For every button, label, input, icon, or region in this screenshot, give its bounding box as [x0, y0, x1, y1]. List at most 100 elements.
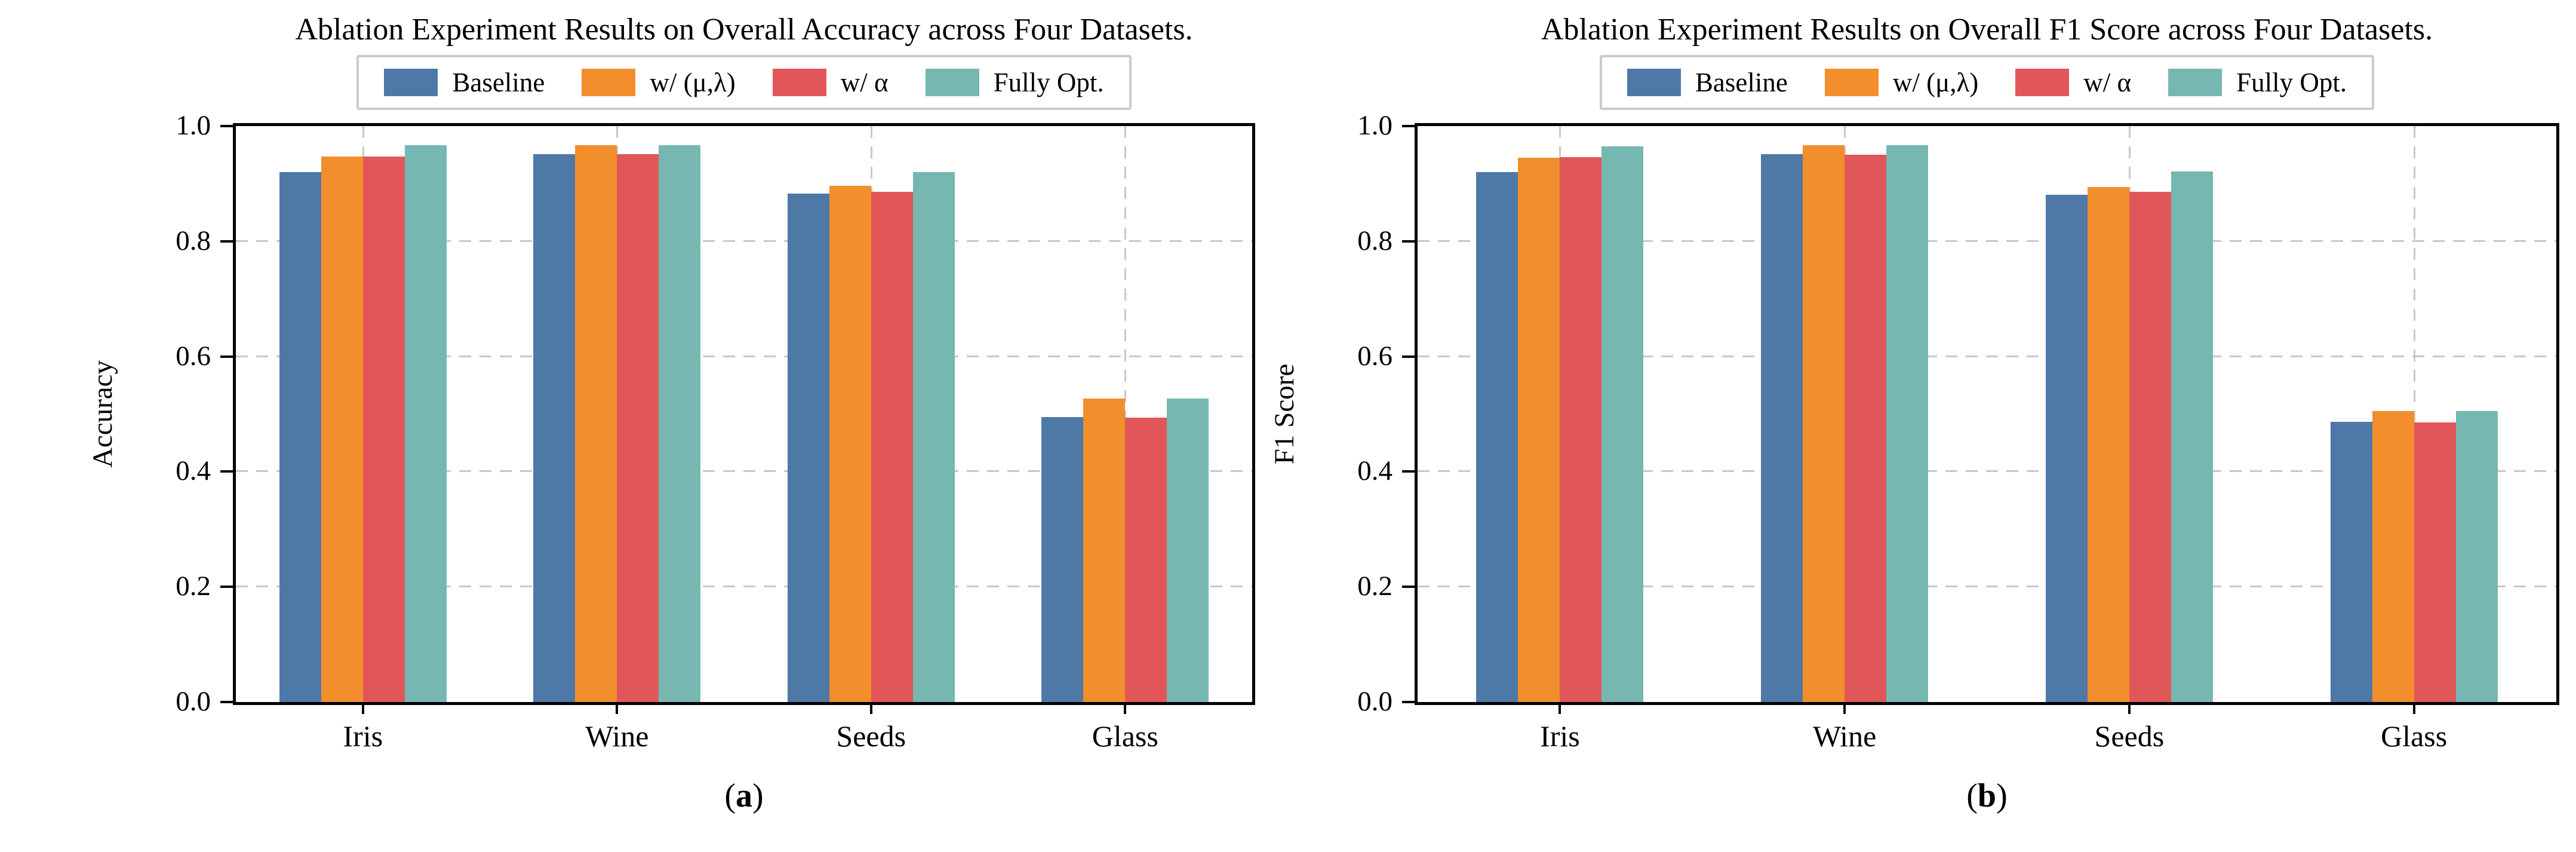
y-tick-label: 0.0	[176, 686, 211, 717]
bar-w/ α	[1560, 157, 1602, 702]
gridline-horizontal	[236, 470, 1252, 473]
legend-item: w/ (μ,λ)	[582, 67, 736, 98]
legend-item: Baseline	[1627, 67, 1788, 98]
y-tick-label: 1.0	[176, 110, 211, 141]
bar-w/ α	[617, 154, 659, 702]
legend-item: Fully Opt.	[2168, 67, 2347, 98]
y-tick	[1402, 355, 1418, 358]
legend-label: Fully Opt.	[2236, 68, 2347, 97]
y-axis-label: Accuracy	[87, 360, 118, 468]
bar-Fully Opt.	[404, 145, 447, 702]
gridline-vertical	[2413, 126, 2415, 702]
caption-paren: (	[1966, 777, 1978, 814]
y-tick	[220, 355, 236, 358]
bar-group	[2045, 126, 2213, 702]
chart-title: Ablation Experiment Results on Overall F…	[1541, 13, 2433, 47]
legend-swatch	[925, 69, 979, 96]
bar-Fully Opt.	[2171, 171, 2213, 702]
legend-label: Baseline	[1695, 68, 1788, 97]
x-tick-label: Seeds	[2094, 719, 2165, 753]
y-tick-label: 0.4	[1357, 455, 1392, 487]
legend-item: Baseline	[384, 67, 545, 98]
legend: Baseline w/ (μ,λ) w/ α Fully Opt.	[356, 55, 1132, 110]
legend-item: Fully Opt.	[925, 67, 1104, 98]
bar-Baseline	[787, 193, 829, 702]
legend-item: w/ α	[2015, 67, 2131, 98]
bar-group	[1041, 126, 1209, 702]
gridline-horizontal	[1418, 240, 2556, 242]
x-tick	[869, 702, 872, 714]
legend-label: w/ α	[840, 68, 889, 97]
y-axis-label: F1 Score	[1269, 363, 1300, 465]
bar-w/ (μ,λ)	[1083, 398, 1126, 702]
plot-area: Accuracy 0.0 0.2 0.4 0.6 0.8 1.0 Iris Wine Seeds…	[87, 112, 1255, 752]
x-tick-label: Wine	[585, 719, 649, 753]
y-tick-label: 0.4	[176, 455, 211, 487]
x-tick	[1558, 702, 1561, 714]
gridline-horizontal	[236, 355, 1252, 357]
y-tick	[220, 586, 236, 589]
y-tick-label: 0.8	[1357, 225, 1392, 256]
gridline-horizontal	[1418, 355, 2556, 357]
bar-Baseline	[533, 154, 576, 702]
bar-group	[787, 126, 955, 702]
bar-group	[1761, 126, 1929, 702]
y-tick-label: 0.2	[1357, 571, 1392, 602]
plot-area: F1 Score 0.0 0.2 0.4 0.6 0.8 1.0 Iris Wine Seeds…	[1269, 112, 2559, 752]
legend-swatch	[582, 69, 636, 96]
bar-Fully Opt.	[1601, 146, 1644, 702]
x-tick-label: Glass	[2381, 719, 2448, 753]
x-tick-label: Seeds	[836, 719, 906, 753]
x-tick-label: Iris	[343, 719, 383, 753]
caption-letter: a	[736, 777, 752, 814]
gridline-horizontal	[236, 240, 1252, 242]
bar-group	[1476, 126, 1644, 702]
bar-w/ α	[1125, 417, 1167, 702]
legend-swatch	[2015, 69, 2070, 96]
legend-label: Fully Opt.	[993, 68, 1104, 97]
bar-w/ (μ,λ)	[2087, 187, 2129, 702]
bar-Fully Opt.	[1167, 398, 1209, 702]
gridline-horizontal	[1418, 586, 2556, 588]
legend-swatch	[384, 69, 438, 96]
y-tick	[1402, 701, 1418, 703]
legend-label: w/ α	[2083, 68, 2132, 97]
y-tick-label: 0.6	[176, 340, 211, 372]
caption-letter: b	[1977, 777, 1997, 814]
x-tick	[1124, 702, 1127, 714]
bar-w/ α	[871, 191, 913, 702]
legend-swatch	[1627, 69, 1681, 96]
y-tick	[1402, 586, 1418, 589]
x-tick	[1843, 702, 1846, 714]
legend-swatch	[1824, 69, 1879, 96]
gridline-horizontal	[1418, 470, 2556, 473]
legend-item: w/ (μ,λ)	[1824, 67, 1978, 98]
gridline-horizontal	[236, 586, 1252, 588]
bar-w/ α	[362, 157, 405, 702]
legend-swatch	[772, 69, 826, 96]
x-tick-label: Wine	[1812, 719, 1877, 753]
legend-label: w/ (μ,λ)	[650, 68, 736, 97]
panel-b: Ablation Experiment Results on Overall F…	[1269, 0, 2576, 852]
bar-w/ (μ,λ)	[1803, 145, 1845, 702]
y-tick	[1402, 240, 1418, 243]
caption-paren: )	[752, 777, 764, 814]
bar-w/ (μ,λ)	[575, 145, 617, 702]
legend-label: Baseline	[452, 68, 545, 97]
caption-paren: (	[724, 777, 736, 814]
panel-caption: (a)	[0, 777, 1288, 815]
x-tick	[361, 702, 364, 714]
panel-caption: (b)	[1288, 777, 2576, 815]
chart-title: Ablation Experiment Results on Overall A…	[295, 13, 1193, 47]
y-tick-label: 1.0	[1357, 110, 1392, 141]
bar-Baseline	[1041, 416, 1084, 702]
x-tick-label: Glass	[1092, 719, 1158, 753]
y-tick	[220, 470, 236, 473]
legend: Baseline w/ (μ,λ) w/ α Fully Opt.	[1599, 55, 2375, 110]
bar-group	[2330, 126, 2498, 702]
legend-item: w/ α	[772, 67, 889, 98]
y-tick-label: 0.8	[176, 225, 211, 256]
bar-Baseline	[2330, 421, 2372, 702]
bar-Fully Opt.	[1886, 145, 1929, 702]
